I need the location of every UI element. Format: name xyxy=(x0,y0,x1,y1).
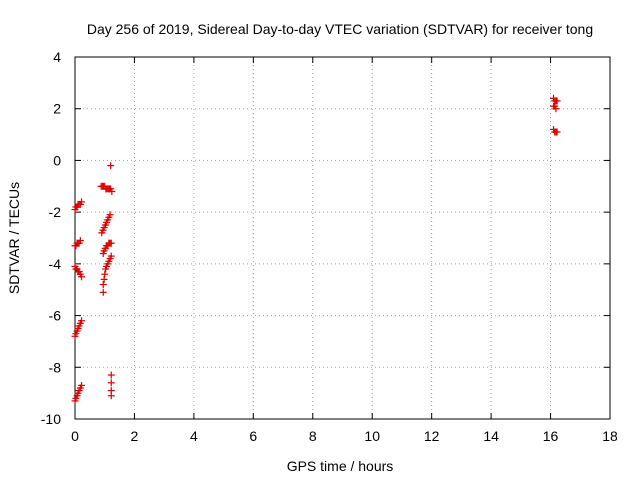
x-tick-label: 10 xyxy=(364,428,380,444)
y-tick-label: 2 xyxy=(53,101,61,117)
y-tick-label: -10 xyxy=(41,411,61,427)
y-tick-label: 4 xyxy=(53,49,61,65)
data-point xyxy=(107,252,115,260)
data-point xyxy=(106,211,114,219)
data-point xyxy=(99,288,107,296)
data-point xyxy=(101,270,109,278)
x-tick-label: 4 xyxy=(190,428,198,444)
x-tick-label: 16 xyxy=(543,428,559,444)
y-tick-label: -2 xyxy=(49,204,62,220)
data-point xyxy=(107,392,115,400)
data-point xyxy=(78,198,86,206)
data-point xyxy=(107,162,115,170)
data-point xyxy=(107,371,115,379)
data-point xyxy=(78,381,86,389)
data-point xyxy=(553,128,561,136)
data-points xyxy=(71,94,561,405)
data-point xyxy=(107,239,115,247)
y-tick-label: -8 xyxy=(49,359,62,375)
x-tick-label: 0 xyxy=(71,428,79,444)
data-point xyxy=(78,273,86,281)
plot-frame xyxy=(74,56,611,420)
x-tick-label: 18 xyxy=(602,428,618,444)
y-tick-label: 0 xyxy=(53,152,61,168)
x-tick-label: 2 xyxy=(131,428,139,444)
data-point xyxy=(107,379,115,387)
y-axis-tick-labels: -10 -8 -6 -4 -2 0 2 4 xyxy=(41,49,61,427)
x-axis-label: GPS time / hours xyxy=(287,458,394,474)
x-axis-tick-labels: 0 2 4 6 8 10 12 14 16 18 xyxy=(71,428,618,444)
chart-title: Day 256 of 2019, Sidereal Day-to-day VTE… xyxy=(87,21,593,37)
data-point xyxy=(99,281,107,289)
y-tick-label: -4 xyxy=(49,256,62,272)
axis-ticks xyxy=(74,56,611,420)
grid xyxy=(75,57,610,419)
data-point xyxy=(108,187,116,195)
data-point xyxy=(76,237,84,245)
x-tick-label: 6 xyxy=(249,428,257,444)
x-tick-label: 8 xyxy=(309,428,317,444)
x-tick-label: 14 xyxy=(483,428,499,444)
y-axis-label: SDTVAR / TECUs xyxy=(6,182,22,294)
data-point xyxy=(553,97,561,105)
x-tick-label: 12 xyxy=(424,428,440,444)
data-point xyxy=(552,105,560,113)
data-point xyxy=(78,317,86,325)
y-tick-label: -6 xyxy=(49,308,62,324)
